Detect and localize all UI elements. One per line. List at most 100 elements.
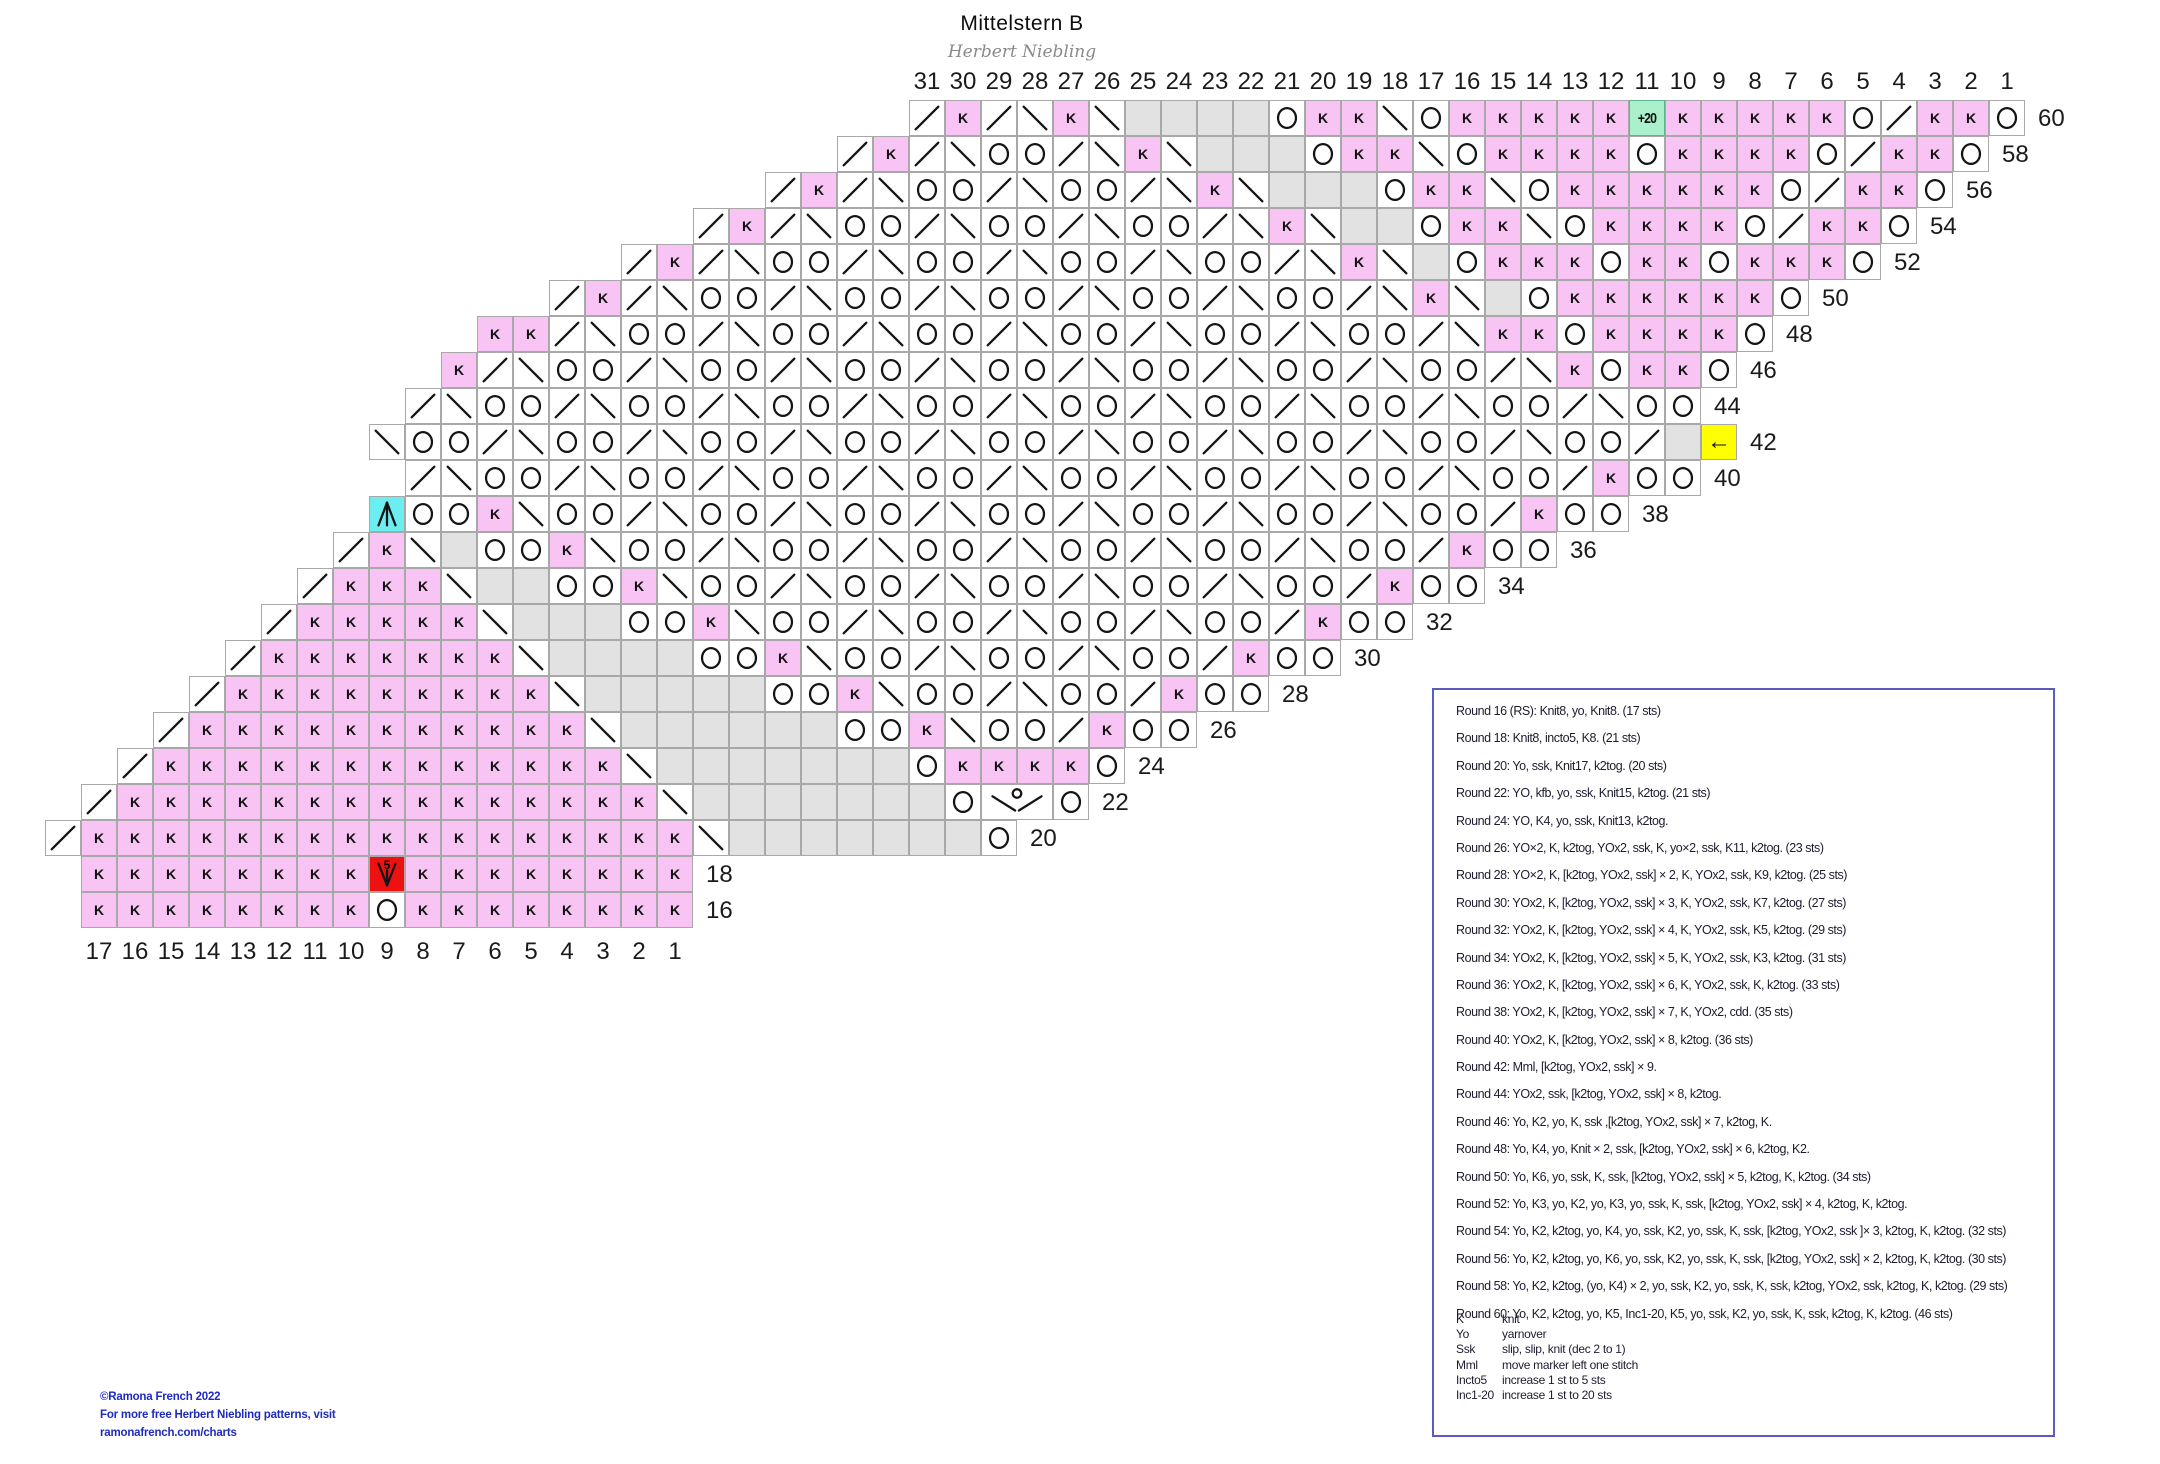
cell-yarnover [1557, 424, 1593, 460]
cell-knit: K [1809, 208, 1845, 244]
cell-k2tog [765, 568, 801, 604]
cell-ssk [945, 496, 981, 532]
cell-yarnover [1305, 424, 1341, 460]
cell-ssk [369, 424, 405, 460]
cell-yarnover [1269, 424, 1305, 460]
cell-yarnover [1233, 388, 1269, 424]
cell-knit: K [513, 712, 549, 748]
cell-k2tog [1557, 388, 1593, 424]
cell-yarnover [1521, 280, 1557, 316]
round-instruction: Round 42: Mml, [k2tog, YOx2, ssk] × 9. [1456, 1060, 1657, 1075]
cell-knit: K [297, 748, 333, 784]
cell-yarnover [549, 568, 585, 604]
cell-knit: K [585, 748, 621, 784]
cell-yarnover [1557, 496, 1593, 532]
cell-yarnover [801, 676, 837, 712]
cell-no-stitch [1665, 424, 1701, 460]
cell-yarnover [909, 532, 945, 568]
bottom-column-number: 7 [452, 938, 466, 965]
cell-knit: K [333, 892, 369, 928]
cell-knit: K [405, 712, 441, 748]
cell-yarnover [1377, 532, 1413, 568]
top-column-number: 5 [1856, 68, 1870, 95]
cell-k2tog [1197, 496, 1233, 532]
footer-line: For more free Herbert Niebling patterns,… [100, 1409, 336, 1421]
cell-k2tog [981, 172, 1017, 208]
cell-knit: K [1125, 136, 1161, 172]
cell-k2tog [837, 172, 873, 208]
cell-yarnover [1341, 604, 1377, 640]
cell-yarnover [1665, 388, 1701, 424]
cell-knit: K [369, 604, 405, 640]
cell-k2tog [693, 208, 729, 244]
cell-knit: K [405, 604, 441, 640]
cell-k2tog [837, 388, 873, 424]
cell-yarnover [477, 460, 513, 496]
row-number: 44 [1714, 393, 1741, 420]
cell-knit: K [1413, 280, 1449, 316]
cell-yarnover [873, 712, 909, 748]
cell-yarnover [1161, 352, 1197, 388]
cell-yarnover [765, 388, 801, 424]
cell-ssk [945, 712, 981, 748]
round-instruction: Round 20: Yo, ssk, Knit17, k2tog. (20 st… [1456, 758, 1667, 773]
cell-no-stitch [657, 712, 693, 748]
cell-ssk [1089, 496, 1125, 532]
cell-knit: K [729, 208, 765, 244]
cell-knit: K [189, 784, 225, 820]
cell-yarnover [801, 532, 837, 568]
cell-knit: K [1953, 100, 1989, 136]
round-instruction: Round 16 (RS): Knit8, yo, Knit8. (17 sts… [1456, 704, 1661, 718]
top-column-number: 28 [1021, 68, 1049, 95]
cell-yarnover [837, 280, 873, 316]
cell-k2tog [981, 676, 1017, 712]
cell-knit: K [1341, 100, 1377, 136]
cell-ssk [1089, 136, 1125, 172]
legend-row: Mml move marker left one stitch [1456, 1358, 1638, 1373]
cell-knit: K [873, 136, 909, 172]
legend-term: Incto5 [1456, 1372, 1487, 1387]
bottom-column-number: 8 [416, 938, 430, 965]
cell-k2tog [1413, 388, 1449, 424]
cell-yarnover [1053, 784, 1089, 820]
cell-knit: K [1917, 136, 1953, 172]
cell-ssk [657, 784, 693, 820]
cell-yarnover [369, 892, 405, 928]
cell-yarnover [945, 460, 981, 496]
cell-knit: K [333, 640, 369, 676]
cell-no-stitch [1197, 100, 1233, 136]
instructions-panel: Round 16 (RS): Knit8, yo, Knit8. (17 sts… [1432, 688, 2055, 1437]
cell-yarnover [1485, 388, 1521, 424]
cell-k2tog [1053, 424, 1089, 460]
cell-yarnover [1773, 280, 1809, 316]
cell-ssk [441, 568, 477, 604]
cell-ssk [657, 424, 693, 460]
cell-knit: K [513, 820, 549, 856]
cell-ssk [873, 388, 909, 424]
cell-knit: K [621, 856, 657, 892]
cell-knit: K [1269, 208, 1305, 244]
cell-knit: K [189, 748, 225, 784]
cell-yarnover [1305, 640, 1341, 676]
cell-yarnover [1017, 568, 1053, 604]
cell-knit: K [1413, 172, 1449, 208]
row-number: 18 [706, 861, 733, 888]
cell-k2tog [1341, 496, 1377, 532]
cell-no-stitch [513, 604, 549, 640]
cell-yarnover [981, 820, 1017, 856]
cell-no-stitch [693, 748, 729, 784]
cell-k2tog [549, 316, 585, 352]
row-number: 22 [1102, 789, 1129, 816]
top-column-number: 17 [1417, 68, 1445, 95]
cell-no-stitch [1269, 172, 1305, 208]
cell-knit: K [1377, 136, 1413, 172]
cell-k2tog [1341, 352, 1377, 388]
cell-yarnover [1413, 352, 1449, 388]
cell-ssk [801, 280, 837, 316]
cell-ssk [585, 712, 621, 748]
cell-yarnover [873, 568, 909, 604]
cell-k2tog [1341, 424, 1377, 460]
cell-no-stitch [1269, 136, 1305, 172]
cell-yarnover [945, 676, 981, 712]
